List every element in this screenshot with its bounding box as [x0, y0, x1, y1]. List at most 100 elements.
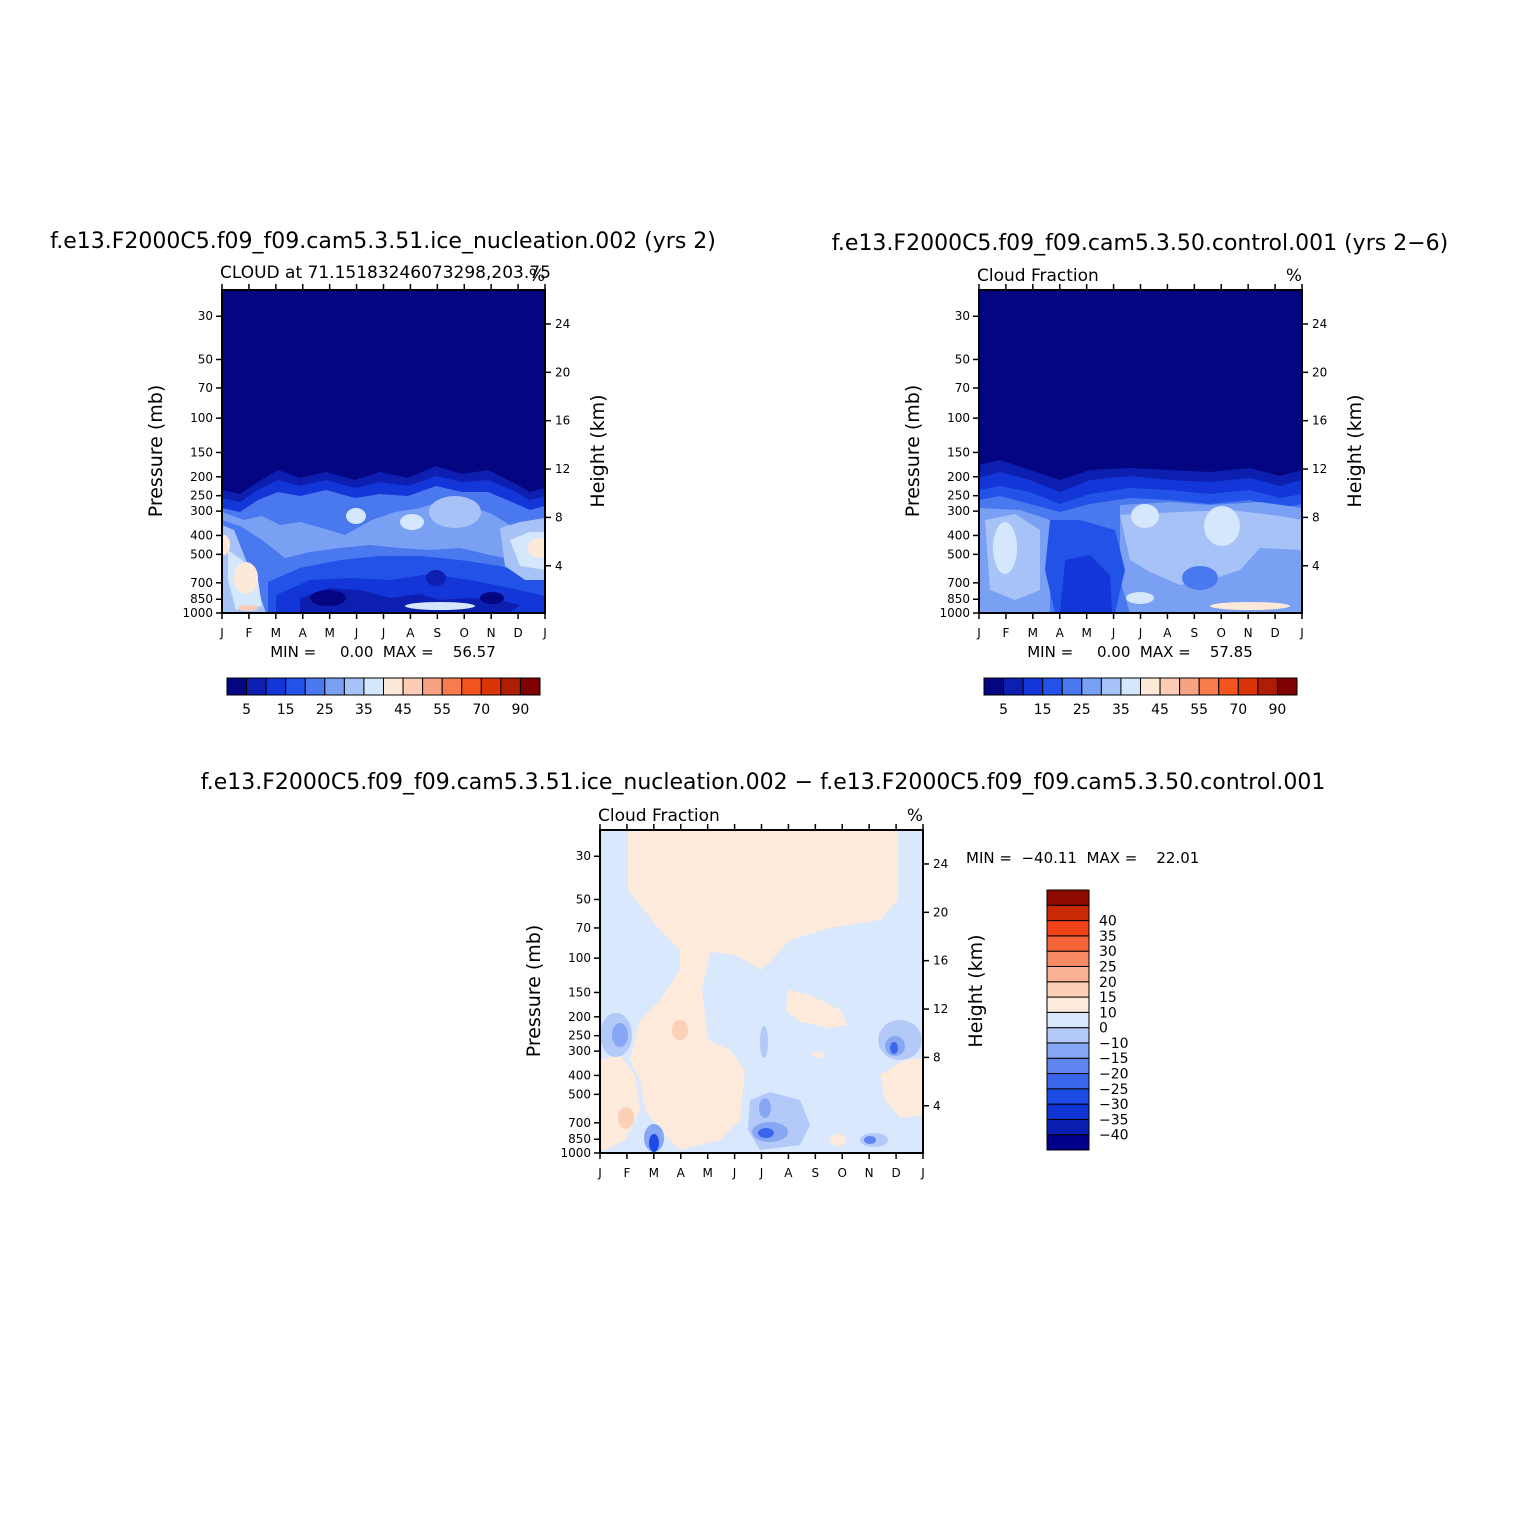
pressure-tick-label: 200 — [568, 1010, 591, 1024]
colorbar-box — [1046, 950, 1090, 967]
contour-level — [1210, 602, 1290, 610]
pressure-tick-label: 100 — [947, 411, 970, 425]
colorbar-label: 5 — [242, 702, 251, 718]
pressure-tick-label: 70 — [198, 381, 213, 395]
x-tick-label: J — [732, 1166, 737, 1180]
x-tick-label: J — [1299, 626, 1304, 640]
colorbar-box — [285, 677, 306, 696]
colorbar-label: 10 — [1099, 1005, 1117, 1021]
colorbar-label: −30 — [1099, 1097, 1129, 1113]
colorbar-box — [983, 677, 1005, 696]
contour-level — [429, 496, 481, 528]
contour-level — [993, 522, 1017, 574]
y-axis-label-right: Height (km) — [587, 394, 609, 507]
pressure-tick-label: 50 — [955, 352, 970, 366]
contour-level — [480, 592, 504, 604]
contour-level — [400, 514, 424, 530]
contour-level — [1126, 592, 1154, 604]
height-tick-label: 12 — [1312, 462, 1327, 476]
colorbar-box — [402, 677, 424, 696]
height-tick-label: 20 — [555, 365, 570, 379]
min-max-text: MIN = 0.00 MAX = 56.57 — [270, 643, 496, 661]
height-tick-label: 24 — [1312, 317, 1327, 331]
colorbar-box — [500, 677, 521, 696]
contour-level — [238, 605, 258, 611]
x-tick-label: J — [759, 1166, 764, 1180]
contour-field-test — [222, 290, 545, 613]
units-label: % — [1286, 266, 1302, 286]
colorbar-label: 30 — [1099, 944, 1117, 960]
pressure-tick-label: 400 — [947, 528, 970, 542]
colorbar-box — [1120, 677, 1141, 696]
colorbar-label: −25 — [1099, 1082, 1129, 1098]
colorbar-box — [1046, 1088, 1090, 1105]
x-tick-label: S — [1191, 626, 1199, 640]
x-tick-label: S — [812, 1166, 820, 1180]
x-tick-label: M — [649, 1166, 659, 1180]
contour-level — [890, 1042, 898, 1054]
title-difference: f.e13.F2000C5.f09_f09.cam5.3.51.ice_nucl… — [201, 770, 1326, 795]
colorbar-label: −10 — [1099, 1036, 1129, 1052]
contour-level — [1060, 555, 1112, 613]
colorbar-box — [1081, 677, 1102, 696]
x-tick-label: S — [434, 626, 442, 640]
colorbar-box — [304, 677, 326, 696]
colorbar-box — [1046, 920, 1090, 937]
x-tick-label: M — [702, 1166, 712, 1180]
height-tick-label: 24 — [933, 857, 948, 871]
colorbar-box — [1046, 965, 1090, 983]
contour-level — [759, 1098, 771, 1118]
x-tick-label: J — [542, 626, 547, 640]
colorbar-label: −15 — [1099, 1051, 1129, 1067]
pressure-tick-label: 700 — [947, 576, 970, 590]
height-tick-label: 24 — [555, 317, 570, 331]
x-tick-label: D — [1270, 626, 1279, 640]
colorbar-box — [1042, 677, 1063, 696]
colorbar-box — [1046, 904, 1090, 922]
x-tick-label: J — [1111, 626, 1116, 640]
height-tick-label: 8 — [1312, 510, 1320, 524]
pressure-tick-label: 30 — [576, 849, 591, 863]
colorbar-box — [1276, 677, 1298, 696]
height-tick-label: 12 — [555, 462, 570, 476]
height-tick-label: 20 — [1312, 365, 1327, 379]
colorbar-box — [1046, 1042, 1090, 1059]
colorbar-label: 5 — [999, 702, 1008, 718]
colorbar-box — [1100, 677, 1122, 696]
pressure-tick-label: 30 — [955, 309, 970, 323]
colorbar-box — [1046, 1073, 1090, 1090]
contour-level — [234, 562, 258, 594]
x-tick-label: D — [513, 626, 522, 640]
panel-subtitle: Cloud Fraction — [977, 266, 1099, 286]
pressure-tick-label: 850 — [568, 1132, 591, 1146]
contour-level — [426, 570, 446, 586]
colorbar-box — [343, 677, 365, 696]
colorbar-label: 15 — [1099, 990, 1117, 1006]
contour-field-difference — [600, 830, 923, 1153]
pressure-tick-label: 50 — [198, 352, 213, 366]
colorbar-box — [1046, 1057, 1090, 1075]
contour-level — [672, 1020, 688, 1040]
height-tick-label: 4 — [933, 1099, 941, 1113]
colorbar-box — [1003, 677, 1024, 696]
units-label: % — [529, 266, 545, 286]
colorbar-box — [265, 677, 287, 696]
x-tick-label: M — [1081, 626, 1091, 640]
contour-level — [864, 1136, 876, 1144]
colorbar-box — [1198, 677, 1220, 696]
y-axis-label: Pressure (mb) — [523, 925, 545, 1058]
contour-level — [786, 990, 848, 1028]
x-tick-label: A — [299, 626, 308, 640]
x-tick-label: N — [1244, 626, 1253, 640]
x-tick-label: A — [406, 626, 415, 640]
x-tick-label: J — [354, 626, 359, 640]
x-tick-label: A — [677, 1166, 686, 1180]
colorbar-label: 40 — [1099, 914, 1117, 930]
colorbar-box — [1022, 677, 1044, 696]
contour-level — [812, 1052, 824, 1058]
x-tick-label: M — [271, 626, 281, 640]
